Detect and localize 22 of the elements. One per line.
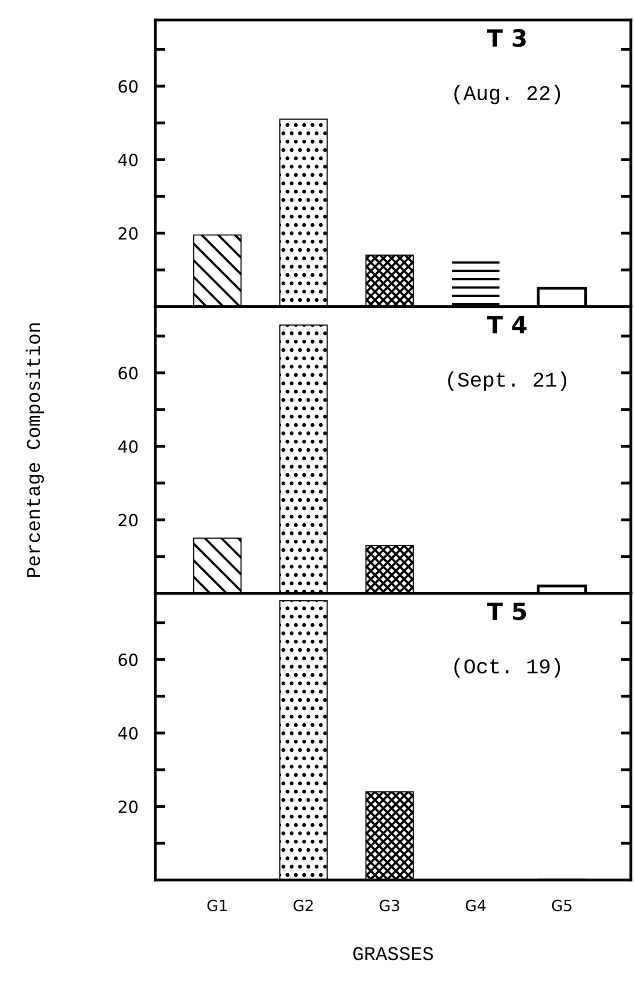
- y-tick-label: 20: [118, 800, 138, 814]
- text: (Sept. 21): [448, 371, 566, 391]
- y-tick-label: 40: [118, 154, 138, 166]
- x-axis-title: GRASSES: [353, 947, 433, 960]
- text: (Aug. 22): [454, 84, 560, 104]
- text: (Oct. 19): [454, 658, 560, 678]
- y-tick-label: 20: [118, 227, 138, 240]
- y-tick-label: 40: [118, 726, 138, 740]
- chart-title: T 3: [486, 29, 526, 47]
- y-tick-label: 60: [118, 366, 138, 380]
- y-axis-title: Percentage Composition: [26, 323, 44, 577]
- x-tick-label: G2: [294, 900, 313, 912]
- y-tick-label: 60: [118, 80, 138, 93]
- x-tick-label: G4: [466, 900, 486, 912]
- x-tick-label: G1: [207, 900, 227, 912]
- y-tick-label: 40: [118, 440, 138, 453]
- chart-title: T 4: [486, 316, 526, 334]
- y-tick-label: 20: [118, 514, 138, 526]
- y-tick-label: 60: [118, 653, 138, 666]
- x-tick-label: G3: [380, 900, 400, 912]
- chart-title: T 5: [486, 602, 526, 620]
- x-tick-label: G5: [552, 900, 572, 912]
